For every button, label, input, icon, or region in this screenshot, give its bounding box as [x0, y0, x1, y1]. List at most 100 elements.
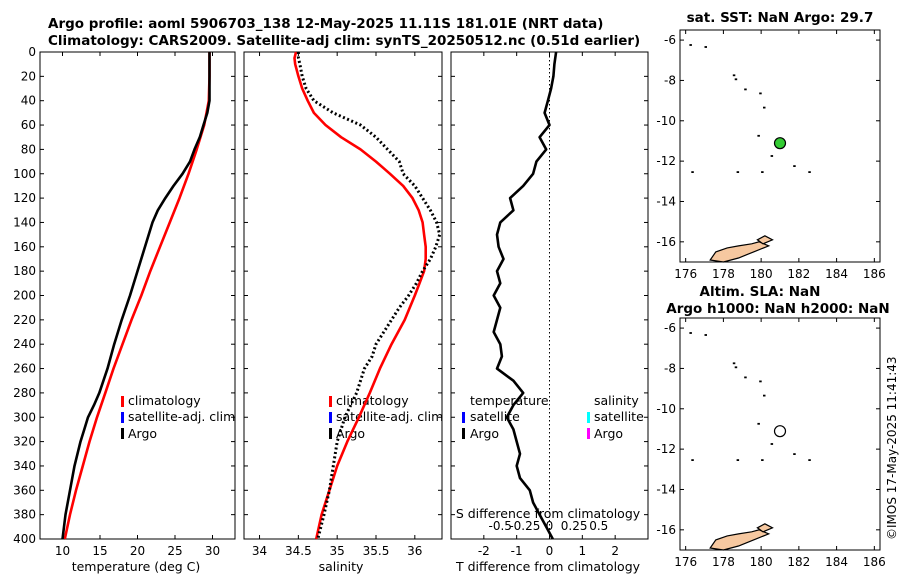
- map_sla-lon-label: 186: [863, 555, 886, 569]
- difference-xtick-label: 1: [579, 544, 587, 558]
- map_sla-lat-label: -12: [656, 442, 676, 456]
- legend-label-satellite-adj: satellite-adj. clim: [128, 409, 235, 424]
- depth-tick-label: 140: [13, 215, 36, 229]
- difference-xlabel: T difference from climatology: [455, 559, 641, 574]
- island-speck: [759, 380, 762, 383]
- map_sla-lat-label: -10: [656, 402, 676, 416]
- difference-toplabel: S difference from climatology: [456, 506, 641, 521]
- depth-tick-label: 380: [13, 508, 36, 522]
- difference-legend: temperature salinity satellite Argo sate…: [462, 393, 644, 441]
- temperature-series-argo: [61, 52, 211, 540]
- depth-tick-label: 260: [13, 362, 36, 376]
- island-speck: [732, 362, 736, 365]
- salinity-xtick-label: 35: [330, 544, 345, 558]
- map_sst-lon-label: 182: [787, 267, 810, 281]
- depth-tick-label: 80: [21, 142, 36, 156]
- temperature-xtick-label: 20: [130, 544, 145, 558]
- legend-swatch-argo: [121, 428, 124, 439]
- legend-swatch-s-argo: [587, 428, 590, 439]
- depth-tick-label: 360: [13, 483, 36, 497]
- salinity-series-climatology: [293, 51, 428, 540]
- salinity-diff-tick-label: 0.25: [561, 519, 588, 533]
- island-speck: [704, 46, 707, 48]
- island-speck: [793, 453, 796, 455]
- island-speck: [691, 459, 694, 461]
- legend-label-satellite-adj: satellite-adj. clim: [336, 409, 443, 424]
- difference-xtick-label: -2: [478, 544, 490, 558]
- island-speck: [808, 171, 811, 173]
- temperature-axes: [39, 51, 236, 540]
- island-speck: [689, 332, 692, 334]
- island-speck: [689, 44, 692, 46]
- depth-tick-label: 60: [21, 118, 36, 132]
- legend-swatch-climatology: [329, 396, 332, 407]
- island-speck: [734, 366, 738, 369]
- legend-header-temperature: temperature: [470, 393, 549, 408]
- legend-label-climatology: climatology: [336, 393, 409, 408]
- temperature-xtick-label: 25: [167, 544, 182, 558]
- temperature-xlabel: temperature (deg C): [72, 559, 201, 574]
- difference-xtick-label: 2: [611, 544, 619, 558]
- legend-swatch-s-satellite: [587, 412, 590, 423]
- island-speck: [732, 74, 736, 77]
- depth-tick-label: 340: [13, 459, 36, 473]
- map_sla-lon-label: 180: [750, 555, 773, 569]
- map_sst-lat-label: -6: [664, 33, 676, 47]
- map_sla-lat-label: -6: [664, 321, 676, 335]
- sst-map-title: sat. SST: NaN Argo: 29.7: [687, 10, 874, 26]
- difference-xtick-label: -1: [511, 544, 523, 558]
- salinity-xtick-label: 35.5: [363, 544, 390, 558]
- temperature-xtick-label: 30: [205, 544, 220, 558]
- salinity-diff-tick-label: 0: [546, 519, 554, 533]
- island-speck: [704, 334, 707, 336]
- map_sst-lat-label: -12: [656, 154, 676, 168]
- legend-label-s-argo: Argo: [594, 426, 623, 441]
- map_sst-lon-label: 176: [674, 267, 697, 281]
- map_sla-lon-label: 184: [825, 555, 848, 569]
- depth-tick-label: 20: [21, 69, 36, 83]
- depth-tick-label: 400: [13, 532, 36, 546]
- difference-xtick-label: 0: [546, 544, 554, 558]
- salinity-diff-tick-label: -0.25: [509, 519, 540, 533]
- salinity-xtick-label: 34.5: [285, 544, 312, 558]
- map_sla-lat-label: -16: [656, 523, 676, 537]
- legend-label-s-satellite: satellite: [594, 409, 644, 424]
- salinity-diff-tick-label: -0.5: [489, 519, 512, 533]
- legend-swatch-t-satellite: [462, 412, 465, 423]
- salinity-diff-tick-label: 0.5: [589, 519, 608, 533]
- island-speck: [761, 171, 764, 173]
- legend-header-salinity: salinity: [594, 393, 639, 408]
- temperature-legend: climatology satellite-adj. clim Argo: [121, 393, 235, 441]
- island-speck: [770, 443, 774, 445]
- depth-tick-label: 220: [13, 313, 36, 327]
- map_sst-lon-label: 180: [750, 267, 773, 281]
- island-speck: [734, 78, 738, 81]
- island-speck: [770, 155, 774, 157]
- island-speck: [793, 165, 796, 167]
- legend-label-t-argo: Argo: [470, 426, 499, 441]
- depth-tick-label: 280: [13, 386, 36, 400]
- map_sst-lon-label: 178: [712, 267, 735, 281]
- island-speck: [744, 376, 747, 379]
- map_sst-lat-label: -14: [656, 194, 676, 208]
- map_sla-lat-label: -14: [656, 482, 676, 496]
- depth-tick-label: 40: [21, 94, 36, 108]
- depth-tick-label: 240: [13, 337, 36, 351]
- depth-tick-label: 200: [13, 289, 36, 303]
- island-speck: [691, 171, 694, 173]
- map_sla-lat-label: -8: [664, 361, 676, 375]
- depth-tick-label: 0: [28, 45, 36, 59]
- legend-swatch-argo: [329, 428, 332, 439]
- legend-label-climatology: climatology: [128, 393, 201, 408]
- vanua-levu-landmass: [756, 523, 774, 533]
- map_sla-argo-location-marker: [773, 425, 787, 438]
- temperature-xtick-label: 15: [92, 544, 107, 558]
- legend-label-t-satellite: satellite: [470, 409, 520, 424]
- temperature-xtick-label: 10: [55, 544, 70, 558]
- island-speck: [736, 171, 740, 173]
- island-speck: [744, 88, 747, 91]
- depth-tick-label: 300: [13, 410, 36, 424]
- island-speck: [763, 106, 766, 109]
- map_sla-lon-label: 182: [787, 555, 810, 569]
